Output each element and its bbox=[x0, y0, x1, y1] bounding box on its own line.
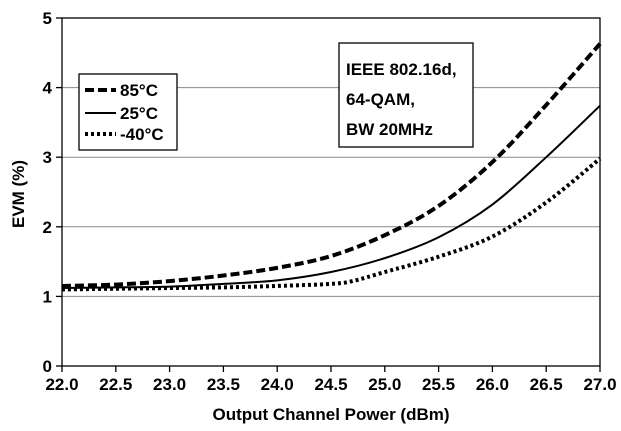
x-tick-label: 24.5 bbox=[314, 375, 347, 394]
annotation-frame bbox=[338, 42, 474, 148]
annotation-box: IEEE 802.16d, 64-QAM, BW 20MHz bbox=[338, 42, 474, 148]
y-tick-label: 1 bbox=[43, 287, 52, 306]
x-tick-label: 25.0 bbox=[368, 375, 401, 394]
annotation-line-1: IEEE 802.16d, bbox=[346, 60, 457, 79]
x-axis-title: Output Channel Power (dBm) bbox=[212, 405, 449, 424]
y-tick-label: 4 bbox=[43, 79, 53, 98]
series-line-1 bbox=[61, 104, 601, 290]
x-tick-label: 23.5 bbox=[207, 375, 240, 394]
legend-label-minus40c: -40°C bbox=[120, 125, 164, 144]
y-axis-ticks: 0 1 2 3 4 5 bbox=[43, 9, 62, 376]
series-line-2 bbox=[61, 157, 602, 292]
plot-area-frame bbox=[61, 17, 601, 367]
series-lines bbox=[61, 42, 602, 292]
legend: 85°C 25°C -40°C bbox=[78, 73, 178, 151]
x-tick-label: 26.5 bbox=[530, 375, 563, 394]
legend-label-25c: 25°C bbox=[120, 104, 158, 123]
series-line-0 bbox=[61, 42, 602, 288]
legend-label-85c: 85°C bbox=[120, 81, 158, 100]
y-axis-title: EVM (%) bbox=[9, 160, 28, 228]
x-tick-label: 22.0 bbox=[45, 375, 78, 394]
x-tick-label: 24.0 bbox=[261, 375, 294, 394]
y-tick-label: 3 bbox=[43, 148, 52, 167]
x-tick-label: 22.5 bbox=[99, 375, 132, 394]
y-tick-label: 0 bbox=[43, 357, 52, 376]
x-axis-ticks: 22.0 22.5 23.0 23.5 24.0 24.5 25.0 25.5 26.0 26.5… bbox=[45, 366, 617, 394]
y-tick-label: 2 bbox=[43, 218, 52, 237]
y-tick-label: 5 bbox=[43, 9, 52, 28]
x-tick-label: 26.0 bbox=[476, 375, 509, 394]
x-tick-label: 23.0 bbox=[153, 375, 186, 394]
x-tick-label: 25.5 bbox=[422, 375, 455, 394]
annotation-line-3: BW 20MHz bbox=[346, 120, 433, 139]
x-tick-label: 27.0 bbox=[583, 375, 616, 394]
annotation-line-2: 64-QAM, bbox=[346, 90, 415, 109]
